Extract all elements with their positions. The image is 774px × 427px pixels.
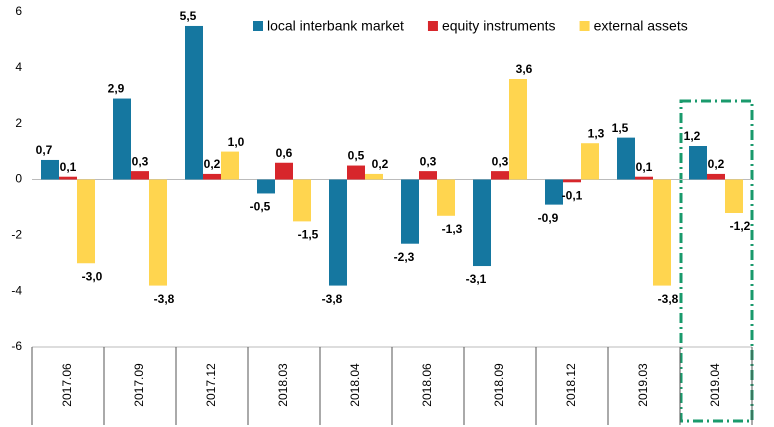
data-label: 0,3: [132, 154, 149, 168]
data-label: 0,1: [60, 160, 77, 174]
bar: [401, 179, 419, 244]
x-tick-label: 2018.04: [348, 363, 362, 407]
data-label: 5,5: [180, 9, 197, 23]
data-label: 3,6: [516, 62, 533, 76]
y-tick-label: 6: [15, 4, 22, 18]
y-tick-label: 0: [15, 172, 22, 186]
data-label: 1,3: [588, 126, 605, 140]
legend-label: equity instruments: [442, 18, 556, 34]
bar: [653, 179, 671, 286]
data-label: -3,1: [466, 272, 487, 286]
data-label: 0,2: [372, 157, 389, 171]
bar: [203, 173, 221, 180]
data-label: 0,3: [492, 154, 509, 168]
data-label: -3,0: [82, 269, 103, 283]
data-label: -1,3: [442, 222, 463, 236]
data-label: 0,5: [348, 149, 365, 163]
data-label: -1,5: [298, 228, 319, 242]
bar: [59, 176, 77, 180]
data-label: -1,2: [730, 219, 751, 233]
data-label: 0,1: [636, 160, 653, 174]
data-label: 0,3: [420, 154, 437, 168]
x-tick-label: 2019.04: [708, 363, 722, 407]
y-tick-label: -2: [11, 228, 22, 242]
bar: [257, 179, 275, 194]
bar: [419, 171, 437, 180]
data-label: 1,2: [684, 129, 701, 143]
x-tick-label: 2017.12: [204, 363, 218, 407]
bar: [437, 179, 455, 216]
bar: [185, 25, 203, 180]
x-tick-label: 2018.09: [492, 363, 506, 407]
bar: [365, 173, 383, 180]
bar: [77, 179, 95, 264]
data-label: 0,2: [708, 157, 725, 171]
data-label: -0,1: [562, 188, 583, 202]
bar: [707, 173, 725, 180]
bar: [689, 146, 707, 180]
bar: [725, 179, 743, 213]
legend-swatch: [427, 21, 438, 31]
bar: [635, 176, 653, 180]
bar: [617, 137, 635, 180]
data-label: 1,0: [228, 135, 245, 149]
y-tick-label: -6: [11, 339, 22, 353]
data-label: -0,5: [250, 200, 271, 214]
legend-swatch: [579, 21, 590, 31]
x-tick-label: 2018.12: [564, 363, 578, 407]
x-tick-label: 2018.06: [420, 363, 434, 407]
bar: [581, 143, 599, 180]
highlight-frame: [679, 99, 754, 423]
data-label: -3,8: [658, 292, 679, 306]
data-label: 0,2: [204, 157, 221, 171]
bar: [41, 159, 59, 180]
legend-swatch: [253, 21, 263, 31]
bar: [545, 179, 563, 205]
bar: [113, 98, 131, 180]
legend-label: local interbank market: [267, 18, 404, 34]
data-label: -3,8: [322, 292, 343, 306]
data-label: 0,7: [36, 143, 53, 157]
bar: [563, 179, 581, 183]
bar: [149, 179, 167, 286]
legend-label: external assets: [594, 18, 688, 34]
bar: [509, 79, 527, 180]
data-label: 2,9: [108, 82, 125, 96]
bar: [329, 179, 347, 286]
bar: [473, 179, 491, 267]
y-tick-label: 4: [15, 60, 22, 74]
data-label: 0,6: [276, 146, 293, 160]
y-tick-label: 2: [15, 116, 22, 130]
data-label: -0,9: [538, 211, 559, 225]
x-tick-label: 2017.09: [132, 363, 146, 407]
x-tick-label: 2018.03: [276, 363, 290, 407]
x-tick-label: 2019.03: [636, 363, 650, 407]
data-label: -3,8: [154, 292, 175, 306]
bar: [275, 162, 293, 180]
bar: [491, 171, 509, 180]
y-tick-label: -4: [11, 283, 22, 297]
x-tick-label: 2017.06: [60, 363, 74, 407]
bar: [131, 171, 149, 180]
bar: [347, 165, 365, 180]
data-label: 1,5: [612, 121, 629, 135]
bar: [221, 151, 239, 180]
bar: [293, 179, 311, 222]
data-label: -2,3: [394, 250, 415, 264]
